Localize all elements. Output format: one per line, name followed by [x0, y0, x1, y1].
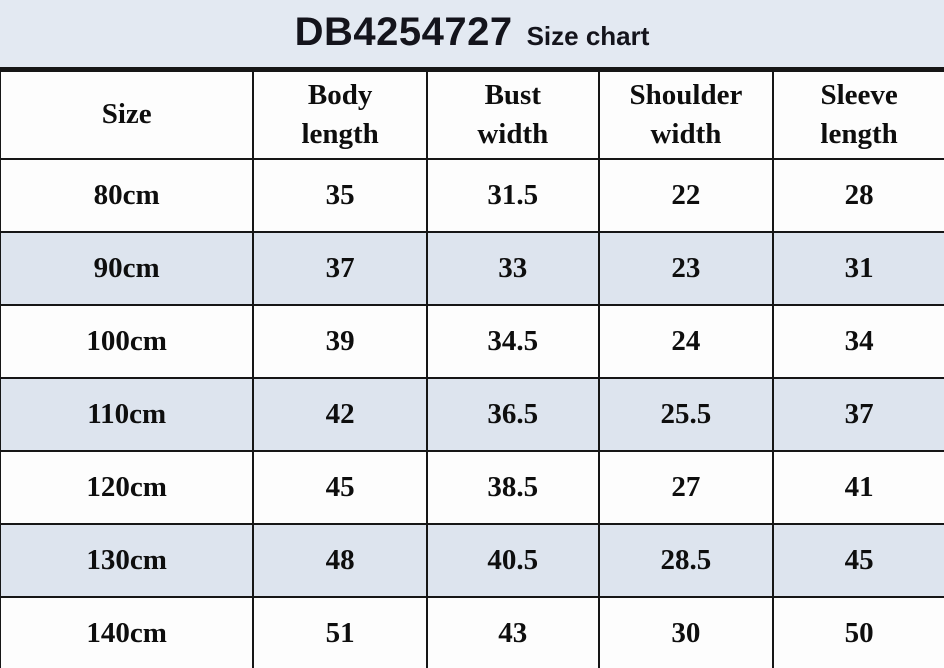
- table-row: 90cm 37 33 23 31: [0, 231, 944, 306]
- sleeve-length-cell: 45: [772, 523, 944, 598]
- product-code: DB4254727: [294, 10, 513, 54]
- column-header-body-length: Body length: [252, 70, 428, 160]
- size-cell: 120cm: [0, 450, 255, 525]
- shoulder-width-cell: 24: [597, 304, 775, 379]
- size-cell: 100cm: [0, 304, 255, 379]
- size-cell: 130cm: [0, 523, 255, 598]
- title-band: DB4254727 Size chart: [0, 0, 944, 70]
- size-cell: 90cm: [0, 231, 255, 306]
- bust-width-cell: 33: [425, 231, 600, 306]
- table-row: 130cm 48 40.5 28.5 45: [0, 523, 944, 598]
- column-header-sleeve-length: Sleeve length: [772, 70, 944, 160]
- header-row: Size Body length Bust width Shoulder wid…: [0, 70, 944, 160]
- size-cell: 80cm: [0, 158, 255, 233]
- sleeve-length-cell: 50: [772, 596, 944, 668]
- column-header-size: Size: [0, 70, 255, 160]
- table-body: 80cm 35 31.5 22 28 90cm 37 33 23 31 100c…: [0, 158, 944, 668]
- shoulder-width-cell: 22: [597, 158, 775, 233]
- body-length-cell: 39: [252, 304, 428, 379]
- body-length-cell: 37: [252, 231, 428, 306]
- bust-width-cell: 43: [425, 596, 600, 668]
- column-header-bust-width: Bust width: [425, 70, 600, 160]
- table-header: Size Body length Bust width Shoulder wid…: [0, 70, 944, 160]
- size-cell: 140cm: [0, 596, 255, 668]
- bust-width-cell: 36.5: [425, 377, 600, 452]
- shoulder-width-cell: 25.5: [597, 377, 775, 452]
- sleeve-length-cell: 41: [772, 450, 944, 525]
- shoulder-width-cell: 30: [597, 596, 775, 668]
- body-length-cell: 51: [252, 596, 428, 668]
- shoulder-width-cell: 27: [597, 450, 775, 525]
- body-length-cell: 45: [252, 450, 428, 525]
- size-chart-table: Size Body length Bust width Shoulder wid…: [0, 70, 944, 668]
- bust-width-cell: 40.5: [425, 523, 600, 598]
- size-cell: 110cm: [0, 377, 255, 452]
- bust-width-cell: 31.5: [425, 158, 600, 233]
- body-length-cell: 35: [252, 158, 428, 233]
- bust-width-cell: 34.5: [425, 304, 600, 379]
- sleeve-length-cell: 28: [772, 158, 944, 233]
- table-row: 80cm 35 31.5 22 28: [0, 158, 944, 233]
- table-row: 140cm 51 43 30 50: [0, 596, 944, 668]
- shoulder-width-cell: 28.5: [597, 523, 775, 598]
- sleeve-length-cell: 37: [772, 377, 944, 452]
- page-title: Size chart: [526, 21, 650, 51]
- column-header-shoulder-width: Shoulder width: [597, 70, 775, 160]
- table-row: 100cm 39 34.5 24 34: [0, 304, 944, 379]
- bust-width-cell: 38.5: [425, 450, 600, 525]
- sleeve-length-cell: 31: [772, 231, 944, 306]
- table-row: 110cm 42 36.5 25.5 37: [0, 377, 944, 452]
- shoulder-width-cell: 23: [597, 231, 775, 306]
- body-length-cell: 42: [252, 377, 428, 452]
- table-row: 120cm 45 38.5 27 41: [0, 450, 944, 525]
- sleeve-length-cell: 34: [772, 304, 944, 379]
- body-length-cell: 48: [252, 523, 428, 598]
